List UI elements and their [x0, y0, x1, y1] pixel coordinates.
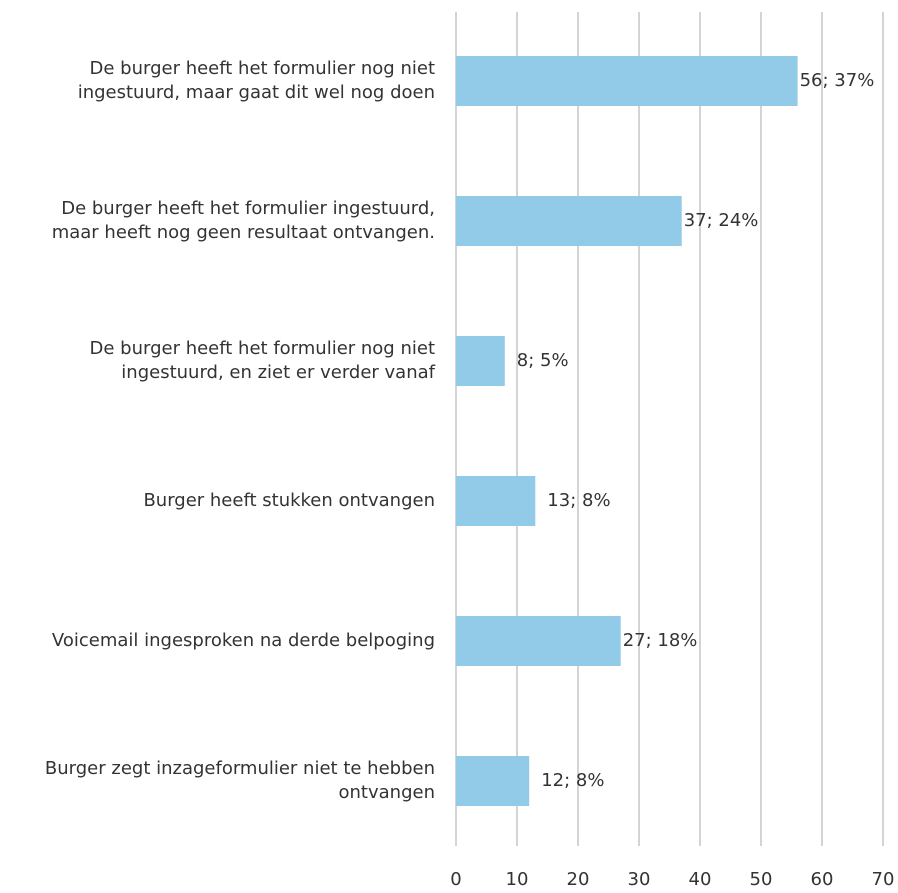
x-tick-label: 40	[689, 869, 712, 889]
x-tick-label: 70	[872, 869, 895, 889]
bar	[456, 756, 530, 806]
category-label: De burger heeft het formulier nog niet	[90, 58, 436, 79]
category-label: De burger heeft het formulier nog niet	[90, 338, 436, 359]
category-label: Burger zegt inzageformulier niet te hebb…	[45, 758, 435, 779]
category-label: ingestuurd, maar gaat dit wel nog doen	[78, 82, 435, 103]
category-label: ontvangen	[339, 782, 435, 803]
bar	[456, 56, 798, 106]
x-tick-label: 10	[506, 869, 529, 889]
value-label: 37; 24%	[684, 210, 759, 231]
value-label: 56; 37%	[800, 70, 875, 91]
category-label: ingestuurd, en ziet er verder vanaf	[121, 362, 435, 383]
category-label: Burger heeft stukken ontvangen	[143, 490, 435, 511]
x-tick-label: 20	[567, 869, 590, 889]
value-label: 12; 8%	[541, 770, 604, 791]
value-label: 13; 8%	[547, 490, 610, 511]
x-tick-label: 0	[450, 869, 461, 889]
x-tick-label: 30	[628, 869, 651, 889]
category-label: De burger heeft het formulier ingestuurd…	[61, 198, 435, 219]
value-label: 27; 18%	[623, 630, 698, 651]
bar	[456, 616, 621, 666]
value-label: 8; 5%	[517, 350, 569, 371]
bar	[456, 476, 536, 526]
bar	[456, 196, 682, 246]
category-label: maar heeft nog geen resultaat ontvangen.	[52, 222, 435, 243]
category-label: Voicemail ingesproken na derde belpoging	[52, 630, 435, 651]
bar	[456, 336, 505, 386]
x-tick-label: 50	[750, 869, 773, 889]
x-tick-label: 60	[811, 869, 834, 889]
